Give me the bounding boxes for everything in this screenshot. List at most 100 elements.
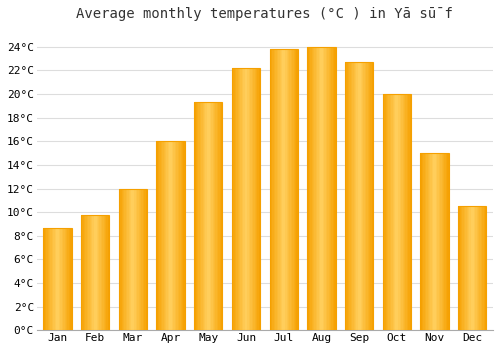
Bar (217, 102, 218, 330)
Bar (410, 94, 411, 330)
Bar (322, 47, 323, 330)
Bar (288, 49, 290, 330)
Bar (308, 47, 310, 330)
Bar (175, 141, 176, 330)
Bar (252, 68, 253, 330)
Bar (382, 94, 384, 330)
Bar (81, 215, 82, 330)
Bar (346, 62, 348, 330)
Bar (465, 206, 466, 330)
Bar (143, 189, 144, 330)
Bar (440, 153, 442, 330)
Bar (106, 215, 108, 330)
Bar (478, 206, 480, 330)
Bar (170, 141, 172, 330)
Bar (86, 215, 88, 330)
Bar (104, 215, 105, 330)
Bar (356, 62, 358, 330)
Bar (246, 68, 248, 330)
Bar (345, 62, 374, 330)
Bar (443, 153, 444, 330)
Bar (44, 228, 46, 330)
Bar (444, 153, 446, 330)
Bar (126, 189, 128, 330)
Bar (424, 153, 426, 330)
Bar (460, 206, 461, 330)
Bar (211, 102, 212, 330)
Bar (232, 68, 234, 330)
Bar (345, 62, 346, 330)
Bar (402, 94, 404, 330)
Bar (330, 47, 332, 330)
Bar (348, 62, 350, 330)
Bar (382, 94, 411, 330)
Bar (434, 153, 436, 330)
Bar (332, 47, 333, 330)
Bar (308, 47, 309, 330)
Bar (462, 206, 464, 330)
Bar (296, 49, 298, 330)
Bar (63, 228, 64, 330)
Bar (108, 215, 110, 330)
Bar (429, 153, 430, 330)
Bar (82, 215, 84, 330)
Bar (232, 68, 260, 330)
Bar (90, 215, 91, 330)
Bar (308, 47, 336, 330)
Bar (314, 47, 316, 330)
Bar (64, 228, 66, 330)
Bar (281, 49, 282, 330)
Bar (480, 206, 481, 330)
Bar (482, 206, 484, 330)
Bar (212, 102, 214, 330)
Bar (96, 215, 98, 330)
Bar (310, 47, 312, 330)
Bar (276, 49, 278, 330)
Bar (362, 62, 364, 330)
Bar (436, 153, 438, 330)
Bar (476, 206, 478, 330)
Bar (372, 62, 374, 330)
Bar (46, 228, 48, 330)
Bar (446, 153, 448, 330)
Bar (408, 94, 410, 330)
Bar (407, 94, 408, 330)
Bar (274, 49, 276, 330)
Bar (124, 189, 126, 330)
Bar (136, 189, 137, 330)
Bar (242, 68, 243, 330)
Bar (53, 228, 54, 330)
Bar (118, 189, 120, 330)
Bar (168, 141, 169, 330)
Bar (239, 68, 240, 330)
Bar (133, 189, 134, 330)
Bar (130, 189, 132, 330)
Bar (44, 228, 72, 330)
Bar (295, 49, 296, 330)
Bar (50, 228, 52, 330)
Bar (387, 94, 388, 330)
Bar (176, 141, 178, 330)
Bar (221, 102, 222, 330)
Bar (354, 62, 355, 330)
Bar (401, 94, 402, 330)
Bar (320, 47, 322, 330)
Bar (146, 189, 147, 330)
Bar (52, 228, 54, 330)
Bar (397, 94, 398, 330)
Bar (236, 68, 238, 330)
Bar (178, 141, 179, 330)
Bar (438, 153, 439, 330)
Bar (404, 94, 406, 330)
Bar (105, 215, 106, 330)
Bar (360, 62, 362, 330)
Bar (355, 62, 356, 330)
Bar (160, 141, 162, 330)
Bar (249, 68, 250, 330)
Bar (464, 206, 466, 330)
Bar (368, 62, 369, 330)
Bar (58, 228, 59, 330)
Bar (294, 49, 295, 330)
Bar (196, 102, 197, 330)
Bar (123, 189, 124, 330)
